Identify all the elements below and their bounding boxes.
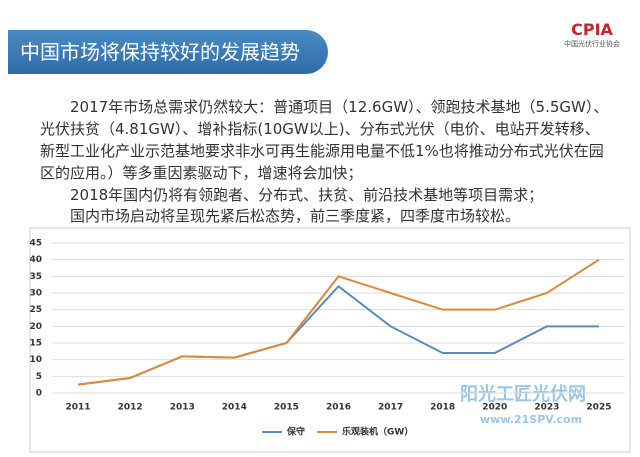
y-tick-label: 0 — [36, 389, 42, 399]
y-tick-label: 10 — [29, 355, 42, 365]
y-tick-label: 25 — [29, 305, 42, 315]
x-tick-label: 2011 — [66, 403, 91, 413]
x-tick-label: 2013 — [170, 403, 195, 413]
y-tick-label: 40 — [29, 255, 42, 265]
x-tick-label: 2025 — [586, 403, 611, 413]
logo-text: CPIA — [571, 20, 613, 39]
y-tick-label: 20 — [29, 322, 42, 332]
y-tick-label: 5 — [36, 372, 42, 382]
x-tick-label: 2012 — [118, 403, 143, 413]
slide-title: 中国市场将保持较好的发展趋势 — [8, 30, 328, 74]
y-tick-label: 15 — [29, 339, 42, 349]
logo-caption: 中国光伏行业协会 — [564, 40, 620, 48]
chart-frame — [29, 227, 631, 453]
x-tick-label: 2016 — [326, 403, 351, 413]
y-tick-label: 45 — [29, 239, 42, 249]
x-tick-label: 2017 — [378, 403, 403, 413]
watermark-url: www.21SPV.com — [480, 413, 582, 426]
legend-label: 乐观装机（GW） — [342, 426, 413, 438]
x-tick-label: 2015 — [274, 403, 299, 413]
x-tick-label: 2014 — [222, 403, 247, 413]
series-line — [77, 258, 600, 386]
legend-label: 保守 — [286, 426, 305, 438]
watermark: 阳光工匠光伏网 — [460, 383, 586, 405]
paragraph: 国内市场启动将呈现先紧后松态势，前三季度紧，四季度市场较松。 — [70, 207, 521, 225]
paragraph: 2018年国内仍将有领跑者、分布式、扶贫、前沿技术基地等项目需求； — [70, 186, 544, 204]
y-tick-label: 35 — [29, 272, 42, 282]
x-tick-label: 2023 — [534, 403, 559, 413]
x-tick-label: 2018 — [430, 403, 455, 413]
logo: CPIA 中国光伏行业协会 — [564, 20, 620, 49]
x-tick-label: 2020 — [482, 403, 507, 413]
paragraph: 2017年市场总需求仍然较大：普通项目（12.6GW）、领跑技术基地（5.5GW… — [40, 98, 609, 182]
y-tick-label: 30 — [29, 289, 42, 299]
